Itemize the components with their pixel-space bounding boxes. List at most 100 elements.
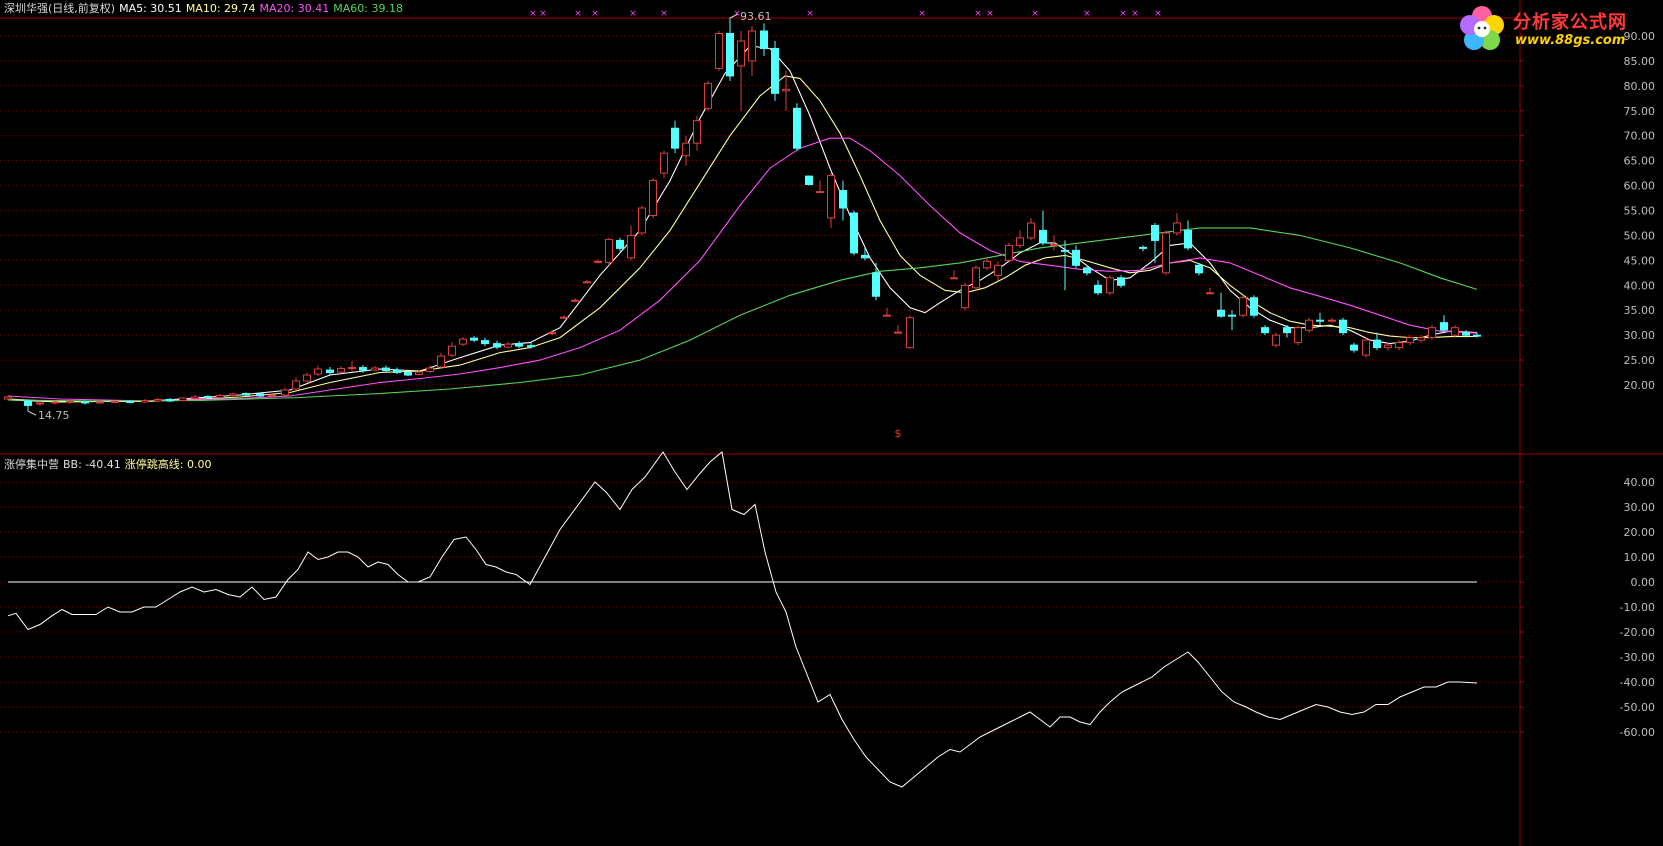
- candle-body: [459, 338, 467, 345]
- candle-body: [493, 343, 501, 348]
- candle-body: [1027, 222, 1035, 239]
- candle-body: [1316, 319, 1324, 322]
- candle-body: [1406, 337, 1414, 344]
- candle-up: [216, 393, 224, 399]
- candle-down: [1283, 325, 1291, 338]
- candle-down: [481, 337, 489, 347]
- candle-up: [883, 307, 891, 317]
- y-tick-label: 25.00: [1624, 354, 1656, 367]
- candle-up: [292, 377, 300, 390]
- candle-down: [1217, 292, 1225, 318]
- candle-body: [1428, 327, 1436, 339]
- candle-body: [1039, 229, 1047, 244]
- candle-down: [393, 367, 401, 375]
- candle-body: [682, 142, 690, 157]
- candle-body: [1294, 327, 1302, 344]
- candle-body: [216, 394, 224, 398]
- bb-legend: BB: -40.41: [63, 458, 121, 471]
- site-logo[interactable]: 分析家公式网 www.88gs.com: [1455, 4, 1655, 54]
- high-price-label: 93.61: [740, 10, 772, 23]
- candle-up: [660, 150, 668, 179]
- candle-up: [1384, 342, 1392, 351]
- candle-body: [827, 175, 835, 219]
- candle-body: [1395, 342, 1403, 349]
- candle-body: [1250, 297, 1258, 316]
- candle-up: [583, 279, 591, 284]
- candle-body: [771, 47, 779, 94]
- candle-down: [1473, 332, 1481, 338]
- candle-down: [1373, 332, 1381, 351]
- top-signal-marker: ×: [1154, 9, 1162, 19]
- candle-body: [616, 239, 624, 249]
- candle-up: [281, 387, 289, 396]
- indicator-line-bb: [7, 451, 1478, 788]
- candle-down: [850, 210, 858, 256]
- candle-up: [371, 366, 379, 372]
- candle-down: [1339, 317, 1347, 336]
- candle-body: [96, 401, 104, 404]
- candle-down: [1350, 342, 1358, 353]
- candle-body: [961, 284, 969, 309]
- candle-down: [872, 262, 880, 301]
- y-tick-label: 35.00: [1624, 304, 1656, 317]
- ma10-legend: MA10: 29.74: [185, 2, 256, 15]
- candle-up: [4, 395, 12, 401]
- top-signal-marker: ×: [529, 9, 537, 19]
- candle-up: [972, 265, 980, 291]
- y-tick-label: 30.00: [1624, 501, 1656, 514]
- candle-body: [883, 314, 891, 317]
- candle-body: [1072, 249, 1080, 266]
- limit-line-legend: 涨停跳高线: 0.00: [124, 458, 212, 471]
- candle-up: [906, 315, 914, 349]
- candle-body: [972, 267, 980, 289]
- candle-down: [493, 340, 501, 350]
- candle-up: [693, 115, 701, 151]
- candle-up: [448, 342, 456, 358]
- candle-up: [1050, 235, 1058, 251]
- candle-body: [704, 82, 712, 109]
- candle-up: [704, 80, 712, 111]
- candle-body: [1239, 297, 1247, 316]
- logo-url: www.88gs.com: [1515, 33, 1626, 48]
- y-tick-label: 55.00: [1624, 205, 1656, 218]
- candle-body: [715, 33, 723, 69]
- candle-up: [627, 225, 635, 261]
- candle-up: [605, 237, 613, 266]
- candle-body: [872, 272, 880, 297]
- candle-body: [415, 371, 423, 376]
- candle-body: [1362, 339, 1370, 356]
- candle-down: [1039, 210, 1047, 246]
- bottom-signal-marker: $: [895, 427, 902, 440]
- candle-body: [594, 260, 602, 263]
- candle-body: [1339, 319, 1347, 334]
- top-signal-marker: ×: [986, 9, 994, 19]
- top-signal-marker: ×: [539, 9, 547, 19]
- candle-body: [303, 374, 311, 382]
- candle-body: [548, 332, 556, 335]
- y-tick-label: 65.00: [1624, 155, 1656, 168]
- candle-body: [337, 368, 345, 373]
- candle-up: [191, 394, 199, 400]
- candle-down: [382, 365, 390, 373]
- candle-up: [154, 397, 162, 402]
- candle-up: [426, 365, 434, 374]
- candle-down: [126, 400, 134, 404]
- y-tick-label: 70.00: [1624, 130, 1656, 143]
- low-price-label: 14.75: [38, 409, 70, 422]
- y-tick-label: -60.00: [1620, 726, 1655, 739]
- candle-body: [1417, 337, 1425, 341]
- candle-up: [983, 257, 991, 271]
- candle-body: [141, 399, 149, 403]
- y-tick-label: 80.00: [1624, 80, 1656, 93]
- candle-body: [1151, 224, 1159, 241]
- candle-up: [1294, 325, 1302, 346]
- y-tick-label: 0.00: [1631, 576, 1656, 589]
- candle-down: [470, 336, 478, 343]
- ma-line-ma10: [7, 75, 1478, 403]
- candle-body: [760, 30, 768, 49]
- candle-up: [548, 330, 556, 336]
- candle-body: [166, 398, 174, 402]
- top-signal-marker: ×: [591, 9, 599, 19]
- candle-down: [671, 120, 679, 154]
